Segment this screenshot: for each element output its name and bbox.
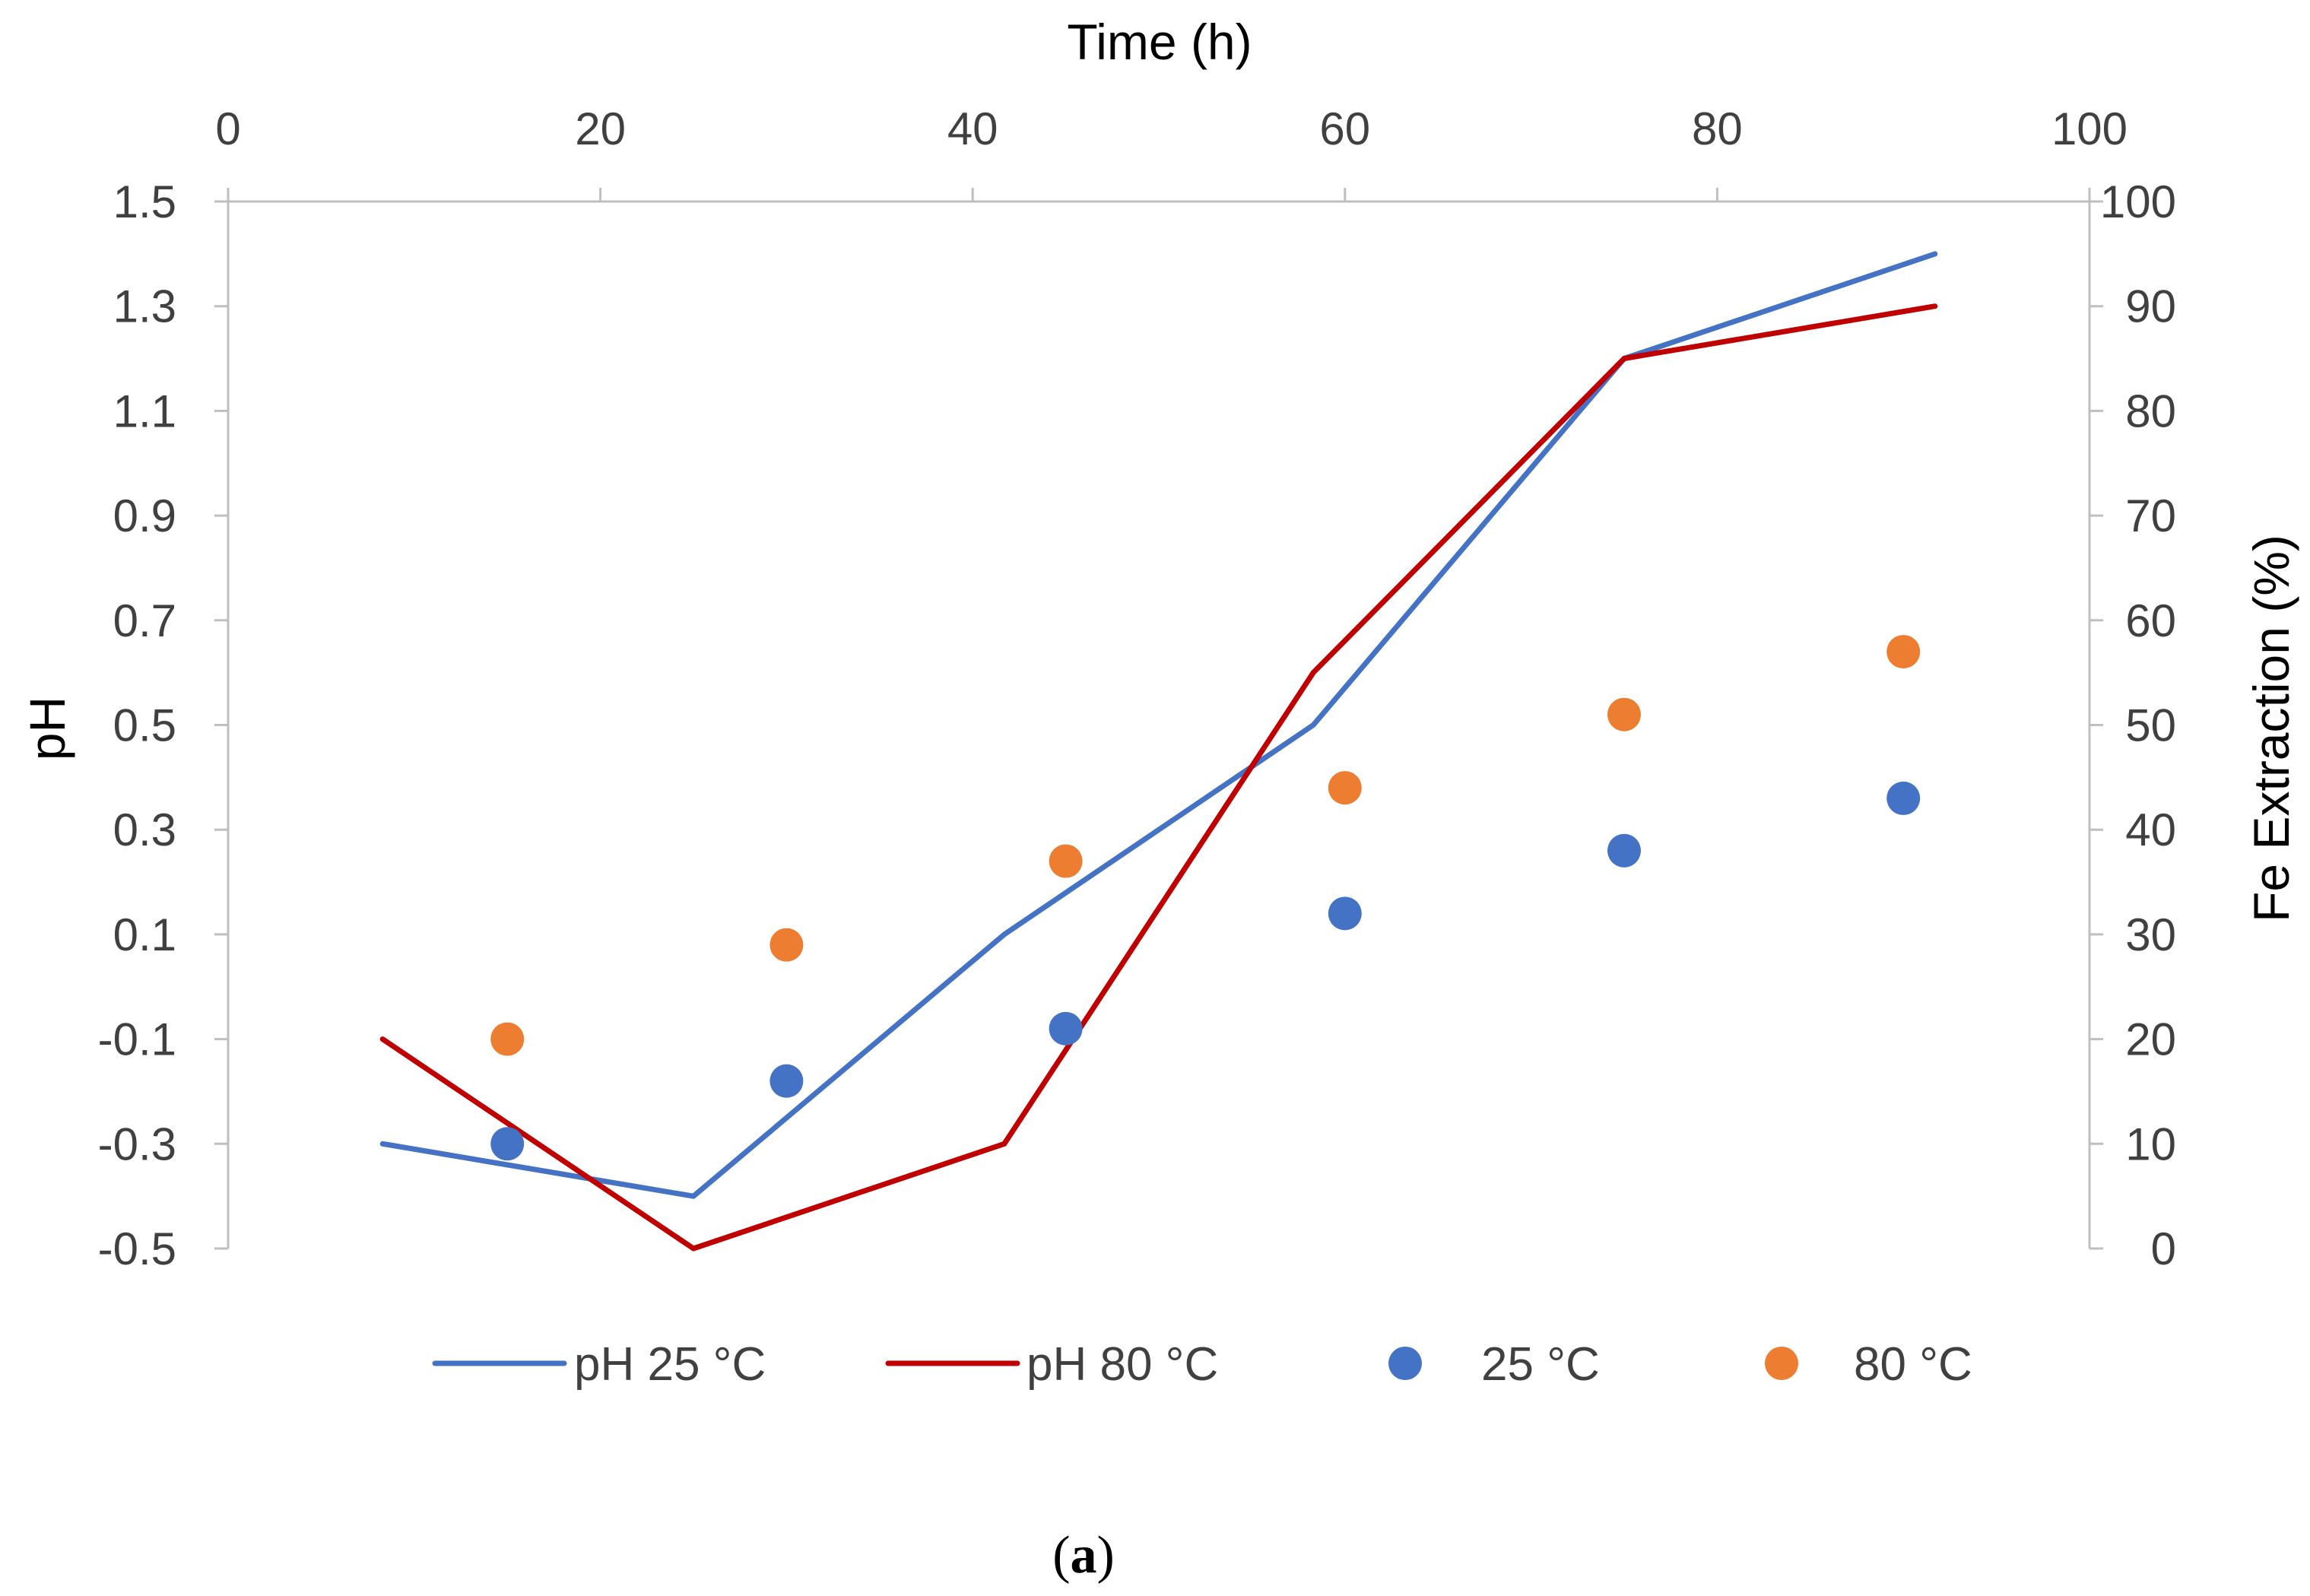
figure-caption: (a) [1052,1526,1115,1585]
x-axis-title: Time (h) [1067,14,1252,70]
plot-area [379,251,1938,1252]
data-point [1607,697,1641,731]
y-left-tick-label: 0.1 [113,909,176,960]
data-point [1886,781,1921,815]
legend-label: 25 °C [1481,1338,1600,1391]
y-left-tick-label: -0.1 [98,1014,176,1065]
axes: 0 20 40 60 80 100-0.5-0.3-0.10.10.30.50.70.91… [98,103,2176,1274]
data-point [1049,1011,1083,1045]
legend-label: 80 °C [1854,1338,1972,1391]
data-point [769,928,804,962]
x-tick-label: 80 [1692,103,1743,154]
data-point [1049,844,1083,878]
data-point [1328,896,1362,931]
series-line [379,251,1938,1199]
y-right-tick-label: 10 [2125,1118,2176,1169]
y-left-tick-label: 0.3 [113,804,176,855]
legend-swatch-dot [1765,1347,1798,1380]
x-tick-label: 40 [947,103,998,154]
x-tick-label: 0 [215,103,240,154]
y-right-tick-label: 30 [2125,909,2176,960]
y-right-tick-label: 100 [2100,176,2176,227]
y-left-tick-label: -0.5 [98,1223,176,1274]
data-point [490,1127,525,1161]
data-point [490,1022,525,1056]
y-right-tick-label: 60 [2125,595,2176,646]
data-point [1328,771,1362,805]
y-right-tick-label: 40 [2125,804,2176,855]
y-right-tick-label: 20 [2125,1014,2176,1065]
x-tick-label: 60 [1319,103,1370,154]
y-right-tick-label: 90 [2125,281,2176,332]
data-point [1607,833,1641,868]
y-right-tick-label: 70 [2125,490,2176,541]
legend-swatch-dot [1388,1347,1422,1380]
y-left-tick-label: 1.3 [113,281,176,332]
y-right-tick-label: 0 [2151,1223,2176,1274]
y-right-axis-title: Fe Extraction (%) [2243,535,2299,922]
y-left-tick-label: 0.7 [113,595,176,646]
legend: pH 25 °C pH 80 °C 25 °C 80 °C [432,1338,1972,1391]
y-left-tick-label: 1.5 [113,176,176,227]
data-point [769,1064,804,1098]
data-point [1886,635,1921,669]
legend-label: pH 25 °C [574,1338,766,1391]
y-left-tick-label: -0.3 [98,1118,176,1169]
x-tick-label: 20 [575,103,626,154]
y-left-tick-label: 0.9 [113,490,176,541]
y-left-tick-label: 1.1 [113,386,176,436]
x-tick-label: 100 [2051,103,2128,154]
y-right-tick-label: 50 [2125,700,2176,751]
legend-label: pH 80 °C [1026,1338,1218,1391]
series-line [379,303,1938,1252]
y-left-tick-label: 0.5 [113,700,176,751]
y-left-axis-title: pH [19,696,75,760]
y-right-tick-label: 80 [2125,386,2176,436]
